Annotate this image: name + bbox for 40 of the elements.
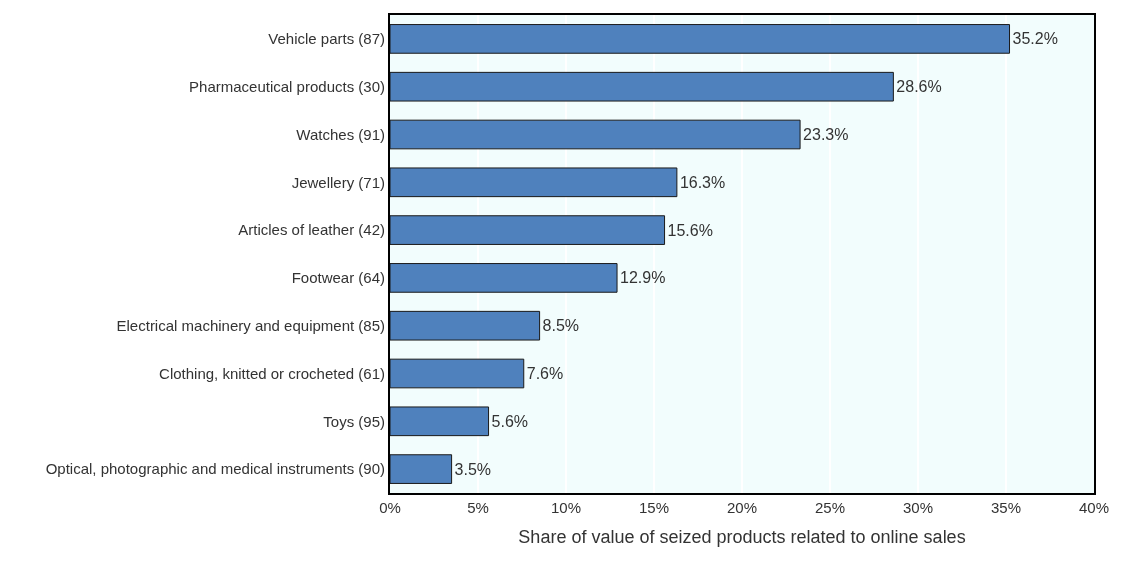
x-tick-label: 15%	[638, 499, 670, 516]
bar	[390, 454, 453, 484]
data-label: 35.2%	[1012, 30, 1058, 48]
data-label: 8.5%	[542, 317, 580, 335]
y-tick-label: Jewellery (71)	[291, 173, 385, 191]
x-tick-label: 30%	[902, 499, 934, 516]
x-tick-label: 5%	[467, 499, 489, 516]
data-label: 3.5%	[454, 460, 492, 478]
data-label: 12.9%	[620, 269, 666, 287]
y-tick-label: Vehicle parts (87)	[268, 30, 385, 48]
x-tick-label: 25%	[814, 499, 846, 516]
bar	[390, 406, 490, 437]
x-tick-label: 10%	[550, 499, 582, 516]
x-tick-label: 40%	[1078, 499, 1110, 516]
x-tick-label: 0%	[379, 499, 401, 516]
data-label: 16.3%	[679, 173, 726, 191]
bar	[390, 71, 894, 102]
x-tick-label: 35%	[990, 499, 1022, 516]
data-label: 5.6%	[491, 412, 529, 430]
x-tick-label: 20%	[726, 499, 758, 516]
bar	[390, 358, 525, 389]
data-label: 28.6%	[896, 78, 942, 96]
x-axis-title: Share of value of seized products related to online sales	[518, 526, 966, 547]
y-tick-label: Clothing, knitted or crocheted (61)	[159, 364, 385, 382]
bar	[390, 215, 666, 245]
bar	[390, 263, 618, 293]
bar	[390, 310, 541, 341]
data-label: 23.3%	[803, 126, 849, 143]
bar	[390, 24, 1011, 54]
y-tick-label: Watches (91)	[296, 125, 385, 143]
y-tick-label: Footwear (64)	[291, 269, 385, 287]
bar	[390, 167, 678, 198]
y-tick-label: Pharmaceutical products (30)	[189, 77, 385, 95]
y-tick-label: Optical, photographic and medical instruments (90)	[45, 460, 385, 478]
y-tick-label: Electrical machinery and equipment (85)	[116, 316, 385, 334]
y-tick-label: Toys (95)	[323, 412, 385, 430]
data-label: 7.6%	[526, 365, 564, 382]
y-tick-label: Articles of leather (42)	[238, 221, 385, 239]
bar	[390, 119, 801, 150]
data-label: 15.6%	[667, 221, 713, 239]
